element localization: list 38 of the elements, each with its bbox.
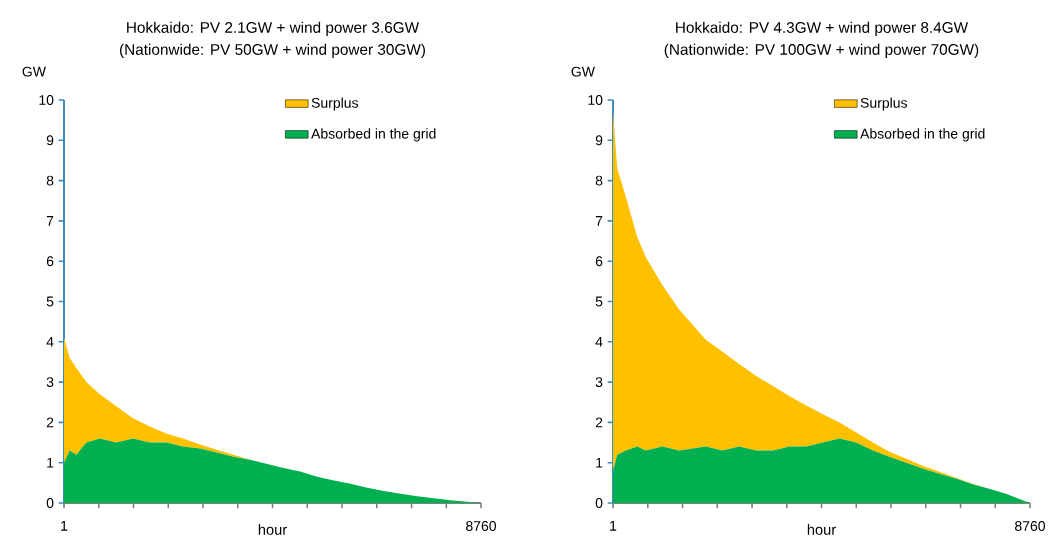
y-axis-title: GW bbox=[571, 66, 595, 77]
chart-subtitle: (Nationwide: PV 50GW + wind power 30GW) bbox=[119, 43, 425, 58]
y-tick-label: 5 bbox=[46, 296, 54, 307]
y-tick-label: 8 bbox=[595, 175, 603, 186]
x-tick-label: 8760 bbox=[1015, 521, 1046, 531]
legend-label: Absorbed in the grid bbox=[311, 128, 436, 142]
y-tick-label: 8 bbox=[46, 175, 54, 186]
y-axis-title: GW bbox=[22, 66, 46, 77]
y-tick-label: 1 bbox=[47, 457, 54, 468]
y-tick-label: 4 bbox=[46, 336, 54, 347]
x-axis-title: hour bbox=[807, 524, 836, 535]
y-tick-label: 2 bbox=[46, 417, 54, 428]
y-tick-label: 5 bbox=[595, 296, 603, 307]
y-tick-label: 3 bbox=[46, 377, 54, 388]
chart-title: Hokkaido: PV 2.1GW + wind power 3.6GW bbox=[127, 21, 420, 36]
y-tick-label: 10 bbox=[588, 95, 603, 105]
y-tick-label: 2 bbox=[595, 417, 603, 428]
y-tick-label: 4 bbox=[595, 336, 603, 347]
y-tick-label: 7 bbox=[595, 216, 603, 226]
legend-label: Surplus bbox=[860, 97, 908, 111]
y-tick-label: 0 bbox=[46, 498, 54, 508]
x-axis-title: hour bbox=[258, 524, 287, 535]
legend-label: Absorbed in the grid bbox=[860, 128, 985, 142]
chart-subtitle: (Nationwide: PV 100GW + wind power 70GW) bbox=[664, 43, 979, 58]
x-tick-label: 8760 bbox=[466, 521, 497, 531]
y-tick-label: 9 bbox=[595, 135, 603, 146]
y-tick-label: 1 bbox=[596, 457, 603, 468]
legend-label: Surplus bbox=[311, 97, 359, 111]
y-tick-label: 9 bbox=[46, 135, 54, 146]
y-tick-label: 7 bbox=[46, 216, 54, 226]
y-tick-label: 6 bbox=[595, 256, 603, 267]
y-tick-label: 3 bbox=[595, 377, 603, 388]
y-tick-label: 10 bbox=[39, 95, 54, 105]
y-tick-label: 6 bbox=[46, 256, 54, 267]
x-tick-label: 1 bbox=[610, 521, 617, 531]
x-tick-label: 1 bbox=[61, 521, 68, 531]
chart-title: Hokkaido: PV 4.3GW + wind power 8.4GW bbox=[676, 21, 969, 36]
y-tick-label: 0 bbox=[595, 498, 603, 508]
